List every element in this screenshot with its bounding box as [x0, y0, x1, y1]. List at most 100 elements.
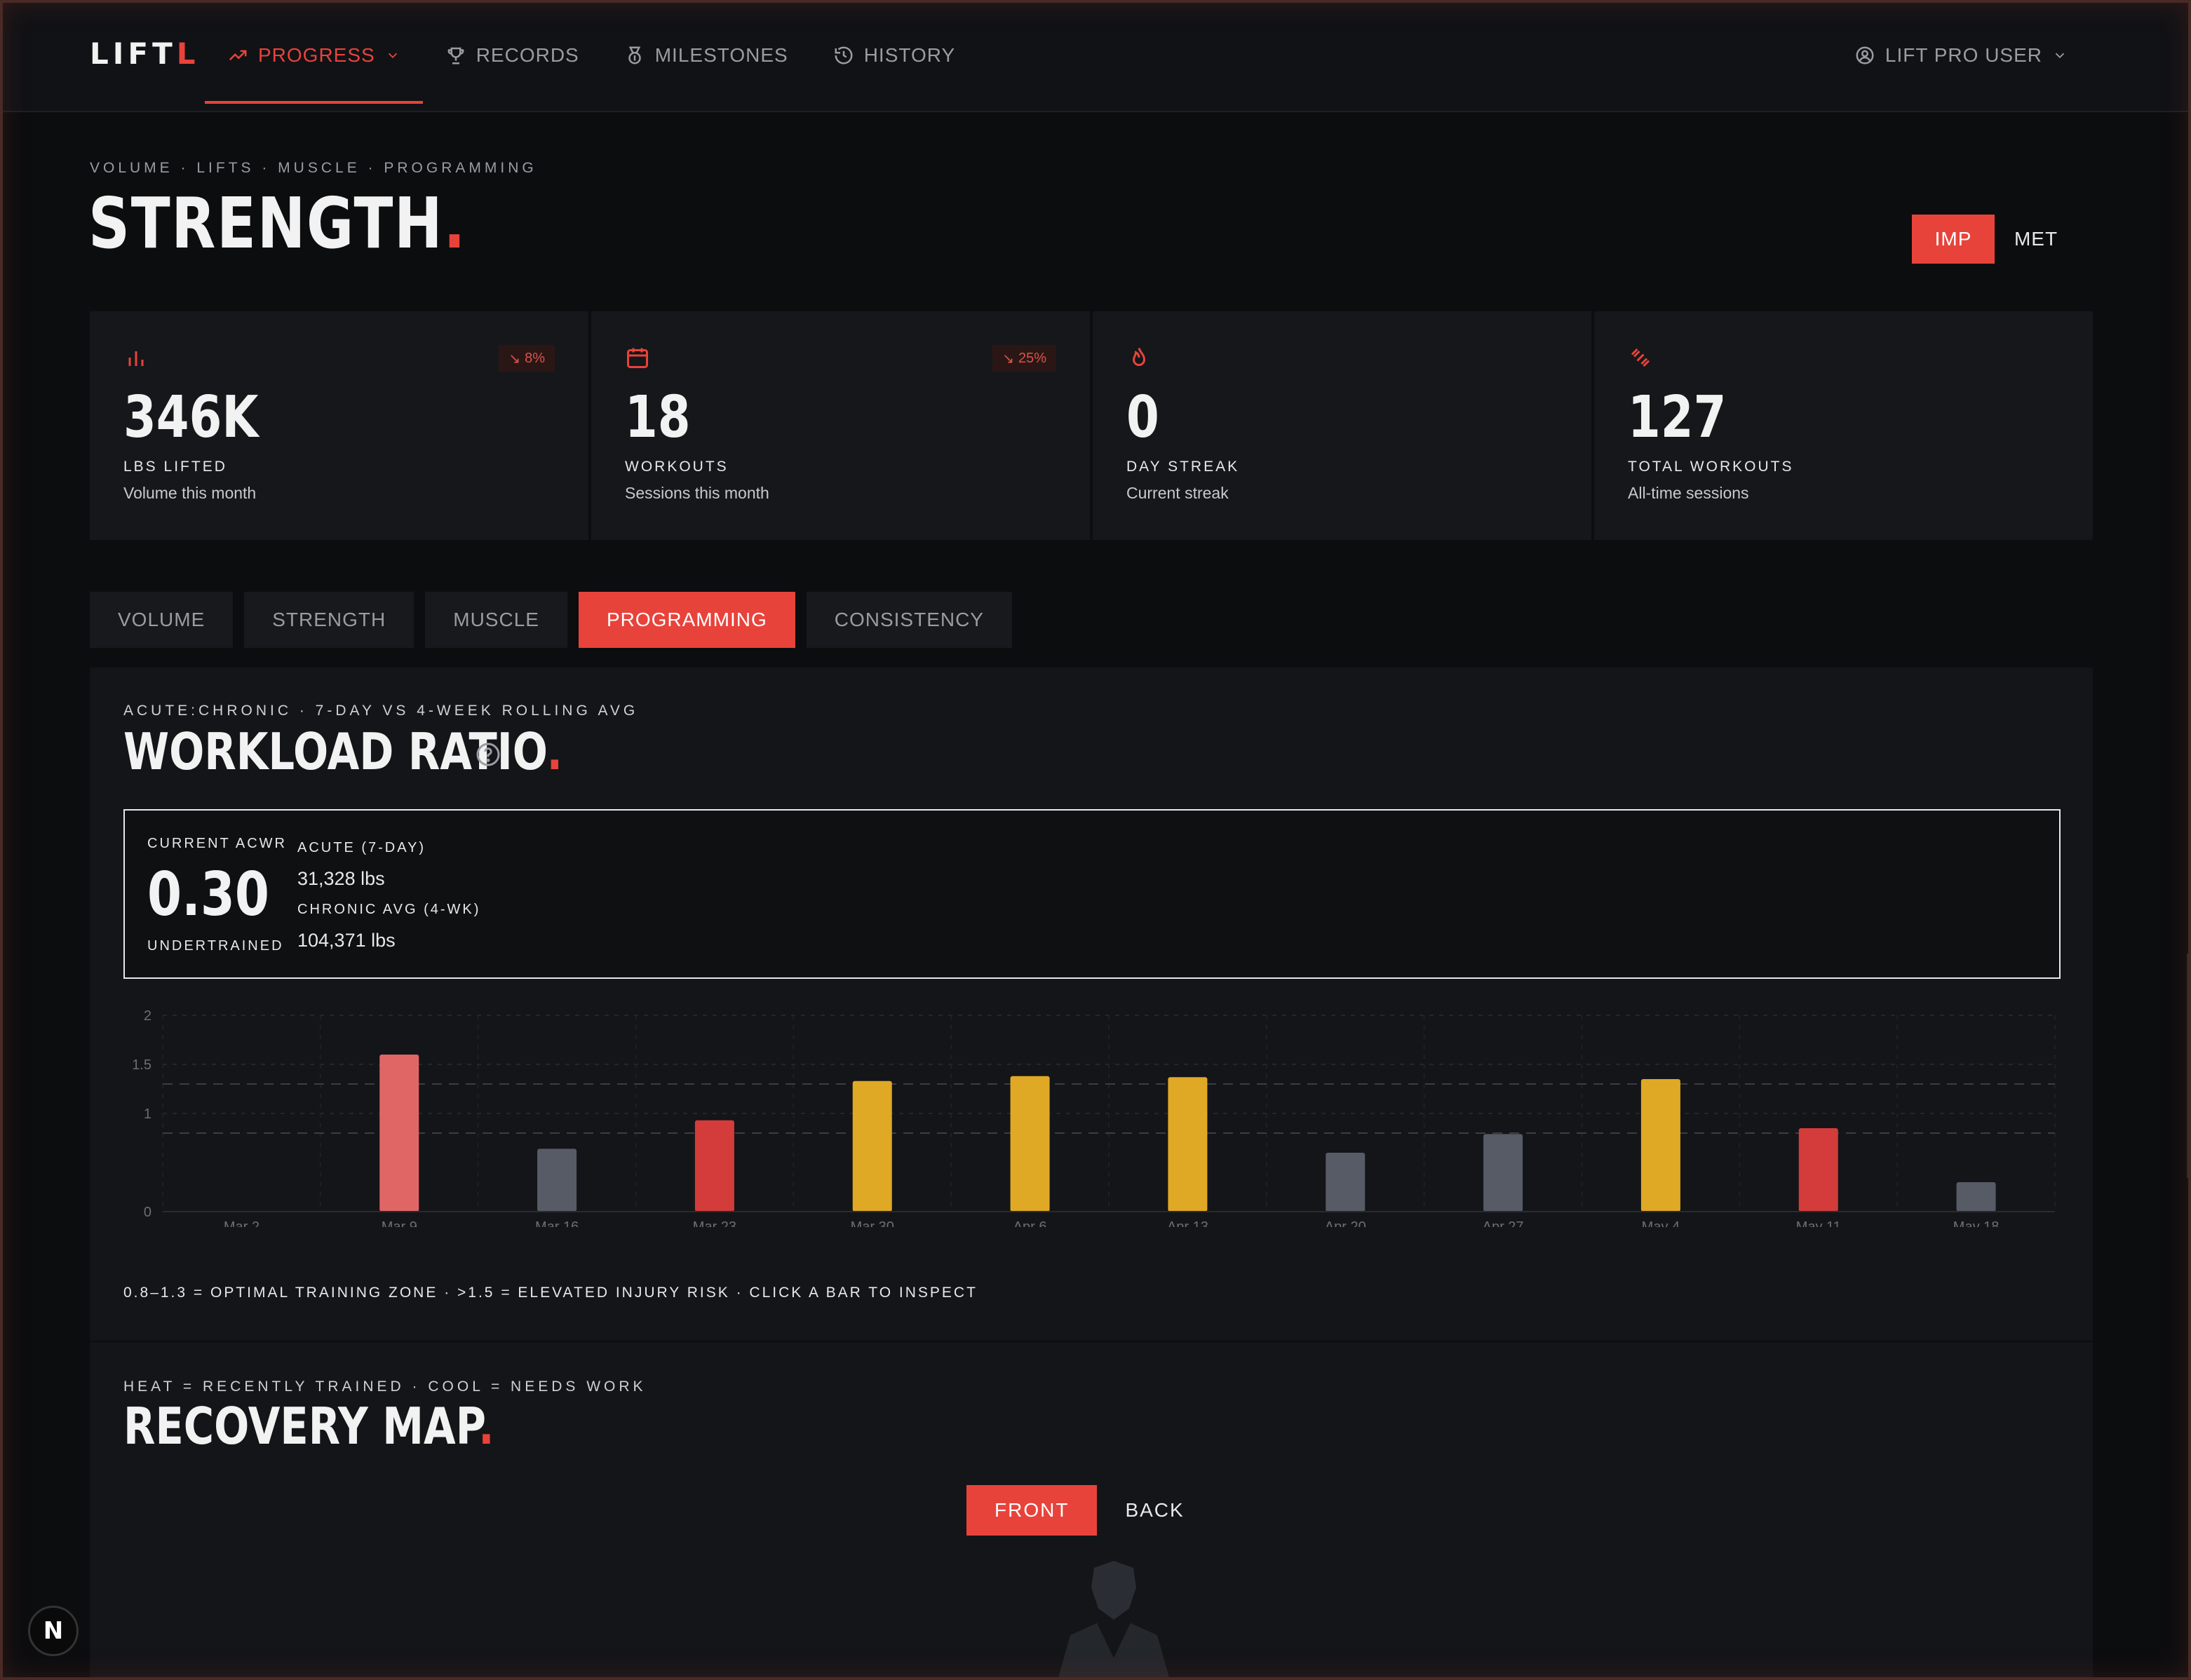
nav-item-milestones[interactable]: MILESTONES	[602, 0, 811, 111]
stats-row: ↘ 8% 346K LBS LIFTED Volume this month ↘ 2…	[90, 311, 2093, 540]
chart-legend-note: 0.8–1.3 = OPTIMAL TRAINING ZONE · >1.5 =…	[123, 1285, 978, 1301]
front-view-button[interactable]: FRONT	[966, 1485, 1098, 1536]
x-tick-label: Mar 23	[693, 1219, 736, 1227]
acute-label: ACUTE (7-DAY)	[297, 840, 426, 855]
body-view-toggle: FRONT BACK	[966, 1485, 1213, 1536]
trend-badge-value: 8%	[525, 350, 545, 366]
nav-item-label: MILESTONES	[654, 44, 788, 66]
x-tick-label: May 4	[1642, 1219, 1680, 1227]
page-scrollbar[interactable]	[2187, 954, 2191, 1178]
stat-label: LBS LIFTED	[123, 459, 227, 475]
stat-card-workouts: ↘ 25% 18 WORKOUTS Sessions this month	[591, 311, 1090, 540]
chronic-value: 104,371 lbs	[297, 930, 396, 951]
help-icon[interactable]	[474, 740, 502, 768]
acute-value: 31,328 lbs	[297, 868, 385, 889]
trend-down-icon: ↘	[1002, 351, 1014, 367]
devtools-badge[interactable]: N	[28, 1606, 79, 1656]
calendar-icon	[627, 348, 648, 368]
stat-sublabel: All-time sessions	[1628, 484, 1749, 502]
stat-label: DAY STREAK	[1126, 459, 1240, 475]
workload-title: WORKLOAD RATIO.	[123, 722, 562, 781]
nav-item-label: PROGRESS	[258, 44, 375, 66]
page-title: STRENGTH.	[88, 182, 466, 264]
stat-card-volume: ↘ 8% 346K LBS LIFTED Volume this month	[90, 311, 588, 540]
user-menu[interactable]: LIFT PRO USER	[1854, 0, 2068, 111]
chart-bar[interactable]	[1010, 1076, 1050, 1212]
head-shape	[1091, 1561, 1136, 1620]
chart-bar[interactable]	[1326, 1153, 1366, 1212]
chart-bar[interactable]	[852, 1081, 892, 1212]
x-tick-label: Apr 27	[1483, 1219, 1524, 1227]
x-tick-label: Apr 20	[1325, 1219, 1366, 1227]
chevron-down-icon	[388, 53, 397, 59]
chevron-down-icon	[2055, 53, 2065, 59]
user-name: LIFT PRO USER	[1885, 44, 2042, 66]
stat-card-total: 127 TOTAL WORKOUTS All-time sessions	[1594, 311, 2093, 540]
nav-item-records[interactable]: RECORDS	[423, 0, 602, 111]
trend-up-icon	[229, 50, 247, 61]
body-map-figure	[1058, 1561, 1170, 1680]
stat-label: TOTAL WORKOUTS	[1628, 459, 1794, 475]
page-title-text: STRENGTH	[88, 182, 444, 264]
workload-title-text: WORKLOAD RATIO	[123, 722, 547, 781]
recovery-subtitle: HEAT = RECENTLY TRAINED · COOL = NEEDS W…	[123, 1378, 647, 1395]
nav-item-label: HISTORY	[863, 44, 956, 66]
trend-badge-value: 25%	[1018, 350, 1046, 366]
title-dot: .	[478, 1397, 494, 1456]
collar-shape	[1097, 1622, 1131, 1658]
unit-imperial-button[interactable]: IMP	[1912, 215, 1995, 264]
medal-icon	[628, 46, 641, 65]
trend-badge: ↘ 8%	[499, 345, 555, 372]
history-icon	[835, 46, 853, 65]
tab-volume[interactable]: VOLUME	[90, 592, 234, 648]
main-nav: PROGRESS RECORDS MILESTONES HISTORY	[205, 0, 978, 111]
flame-icon	[1132, 348, 1146, 366]
logo-text: LIFT	[90, 36, 177, 71]
x-tick-label: May 18	[1953, 1219, 2000, 1227]
tab-strength[interactable]: STRENGTH	[244, 592, 414, 648]
title-dot: .	[546, 722, 563, 781]
stat-sublabel: Sessions this month	[625, 484, 769, 502]
chart-bar[interactable]	[1483, 1134, 1523, 1212]
user-circle-icon	[1856, 46, 1874, 65]
unit-metric-button[interactable]: MET	[1995, 215, 2077, 264]
x-tick-label: Mar 9	[382, 1219, 417, 1227]
nav-item-history[interactable]: HISTORY	[811, 0, 978, 111]
tab-muscle[interactable]: MUSCLE	[425, 592, 567, 648]
x-tick-label: Apr 6	[1013, 1219, 1047, 1227]
chart-bar[interactable]	[1956, 1182, 1996, 1212]
chronic-label: CHRONIC AVG (4-WK)	[297, 902, 481, 917]
stat-value: 127	[1628, 384, 1727, 451]
y-tick-label: 2	[144, 1010, 151, 1024]
nav-item-label: RECORDS	[476, 44, 579, 66]
tab-programming[interactable]: PROGRAMMING	[578, 592, 795, 648]
x-tick-label: Apr 13	[1167, 1219, 1208, 1227]
workload-subtitle: ACUTE:CHRONIC · 7-DAY VS 4-WEEK ROLLING …	[123, 703, 639, 719]
tab-consistency[interactable]: CONSISTENCY	[806, 592, 1012, 648]
programming-panel: ACUTE:CHRONIC · 7-DAY VS 4-WEEK ROLLING …	[90, 668, 2093, 1680]
y-tick-label: 0	[144, 1205, 151, 1220]
bar-chart-icon	[128, 351, 144, 366]
x-tick-label: Mar 16	[535, 1219, 579, 1227]
chart-bar[interactable]	[694, 1120, 734, 1212]
chart-bar[interactable]	[1640, 1079, 1680, 1212]
app-logo[interactable]: LIFTL	[90, 36, 200, 71]
title-dot: .	[443, 182, 467, 264]
chart-bar[interactable]	[379, 1055, 419, 1212]
section-divider	[90, 1341, 2093, 1342]
chart-bar[interactable]	[1798, 1128, 1838, 1212]
nav-item-progress[interactable]: PROGRESS	[205, 0, 423, 111]
recovery-title: RECOVERY MAP.	[123, 1397, 494, 1456]
stat-label: WORKOUTS	[625, 459, 729, 475]
current-acwr-label: CURRENT ACWR	[147, 836, 287, 851]
acwr-status: UNDERTRAINED	[147, 938, 284, 954]
trend-down-icon: ↘	[508, 351, 521, 367]
chart-bar[interactable]	[1168, 1077, 1208, 1212]
x-tick-label: Mar 2	[224, 1219, 259, 1227]
torso-shape	[1058, 1623, 1170, 1680]
chart-bar[interactable]	[537, 1149, 577, 1212]
back-view-button[interactable]: BACK	[1125, 1499, 1185, 1521]
stat-sublabel: Current streak	[1126, 484, 1229, 502]
stat-card-streak: 0 DAY STREAK Current streak	[1093, 311, 1591, 540]
x-tick-label: May 11	[1796, 1219, 1841, 1227]
